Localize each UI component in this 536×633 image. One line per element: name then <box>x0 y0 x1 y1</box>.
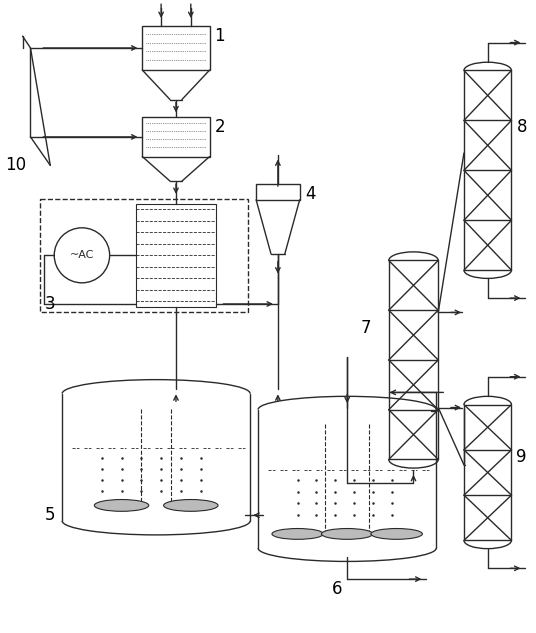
Bar <box>143 117 210 156</box>
Ellipse shape <box>371 529 422 539</box>
Ellipse shape <box>94 499 149 511</box>
Bar <box>256 184 300 200</box>
Bar <box>143 26 210 70</box>
Bar <box>136 204 215 307</box>
Ellipse shape <box>272 529 323 539</box>
Text: ~AC: ~AC <box>70 250 94 260</box>
Text: 4: 4 <box>306 185 316 203</box>
Text: 5: 5 <box>44 506 55 524</box>
Text: 7: 7 <box>361 318 371 337</box>
Text: 10: 10 <box>5 156 26 175</box>
Ellipse shape <box>163 499 218 511</box>
Text: 6: 6 <box>332 580 343 598</box>
Text: 2: 2 <box>214 118 225 136</box>
Bar <box>40 199 248 312</box>
Text: 1: 1 <box>214 27 225 45</box>
Ellipse shape <box>322 529 373 539</box>
Text: 9: 9 <box>516 448 527 467</box>
Text: 3: 3 <box>44 295 55 313</box>
Text: 8: 8 <box>516 118 527 136</box>
